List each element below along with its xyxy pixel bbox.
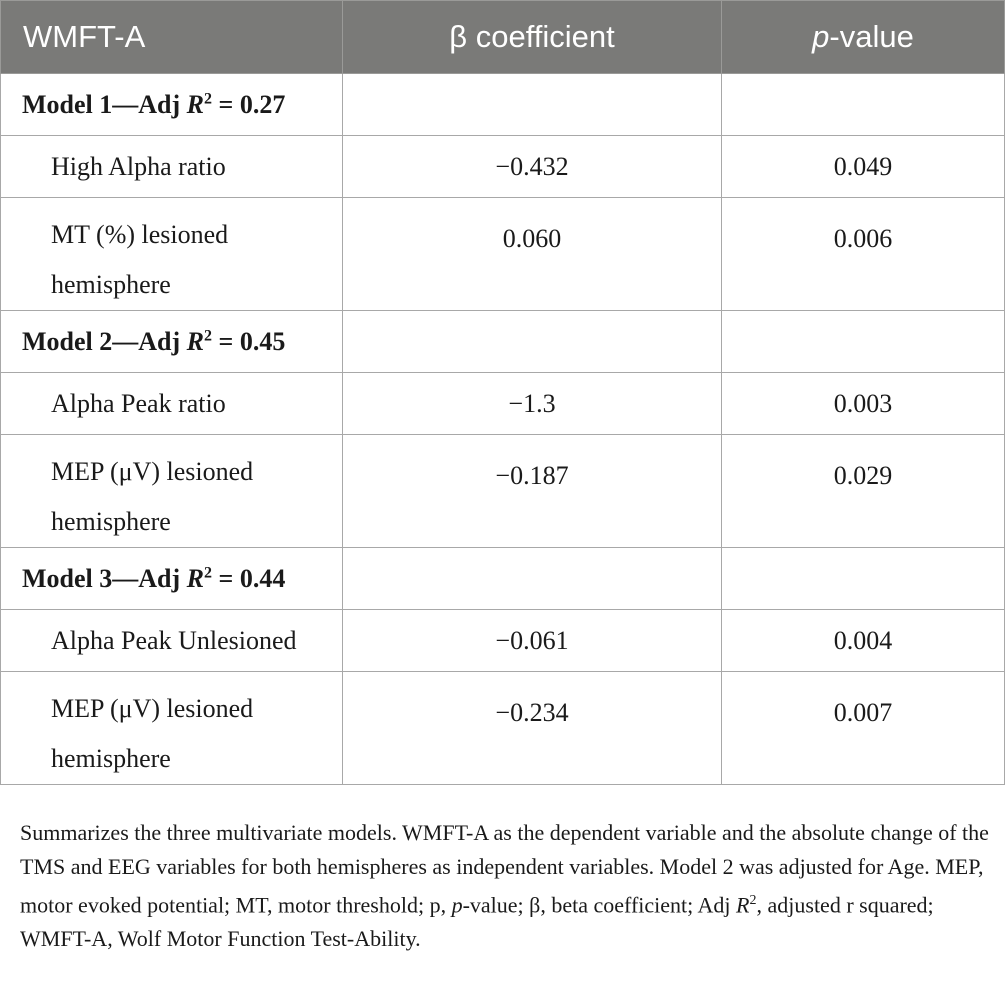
model-label: Model 1—Adj R2 = 0.27 [0, 73, 343, 136]
header-row: WMFT-A β coefficient p-value [0, 0, 1005, 74]
empty-cell [342, 73, 722, 136]
p-value-cell: 0.029 [721, 434, 1005, 548]
variable-cell: Alpha Peak Unlesioned [0, 609, 343, 672]
header-beta-coefficient: β coefficient [342, 0, 722, 74]
header-p-italic: p [812, 19, 830, 54]
variable-cell: Alpha Peak ratio [0, 372, 343, 435]
header-p-rest: -value [829, 19, 914, 54]
model-row-1: Model 1—Adj R2 = 0.27 [0, 73, 1005, 136]
model-row-2: Model 2—Adj R2 = 0.45 [0, 310, 1005, 373]
empty-cell [342, 547, 722, 610]
table-row: Alpha Peak Unlesioned −0.061 0.004 [0, 609, 1005, 672]
p-value-cell: 0.004 [721, 609, 1005, 672]
empty-cell [342, 310, 722, 373]
table-caption: Summarizes the three multivariate models… [20, 820, 989, 952]
header-p-value: p-value [721, 0, 1005, 74]
variable-cell: MT (%) lesioned hemisphere [0, 197, 343, 311]
beta-cell: 0.060 [342, 197, 722, 311]
table-row: MT (%) lesioned hemisphere 0.060 0.006 [0, 197, 1005, 311]
empty-cell [721, 310, 1005, 373]
table-row: MEP (μV) lesioned hemisphere −0.187 0.02… [0, 434, 1005, 548]
table-row: Alpha Peak ratio −1.3 0.003 [0, 372, 1005, 435]
beta-cell: −0.234 [342, 671, 722, 785]
variable-cell: MEP (μV) lesioned hemisphere [0, 671, 343, 785]
table-row: MEP (μV) lesioned hemisphere −0.234 0.00… [0, 671, 1005, 785]
model-label: Model 3—Adj R2 = 0.44 [0, 547, 343, 610]
empty-cell [721, 73, 1005, 136]
p-value-cell: 0.003 [721, 372, 1005, 435]
table-body: Model 1—Adj R2 = 0.27 High Alpha ratio −… [0, 73, 1005, 785]
p-value-cell: 0.006 [721, 197, 1005, 311]
table-row: High Alpha ratio −0.432 0.049 [0, 135, 1005, 198]
p-value-cell: 0.049 [721, 135, 1005, 198]
beta-cell: −0.187 [342, 434, 722, 548]
model-label: Model 2—Adj R2 = 0.45 [0, 310, 343, 373]
p-value-cell: 0.007 [721, 671, 1005, 785]
beta-cell: −1.3 [342, 372, 722, 435]
variable-cell: MEP (μV) lesioned hemisphere [0, 434, 343, 548]
beta-cell: −0.432 [342, 135, 722, 198]
empty-cell [721, 547, 1005, 610]
model-row-3: Model 3—Adj R2 = 0.44 [0, 547, 1005, 610]
variable-cell: High Alpha ratio [0, 135, 343, 198]
regression-table: WMFT-A β coefficient p-value Model 1—Adj… [0, 0, 1005, 785]
beta-cell: −0.061 [342, 609, 722, 672]
header-wmfta: WMFT-A [0, 0, 343, 74]
table-header: WMFT-A β coefficient p-value [0, 0, 1005, 74]
